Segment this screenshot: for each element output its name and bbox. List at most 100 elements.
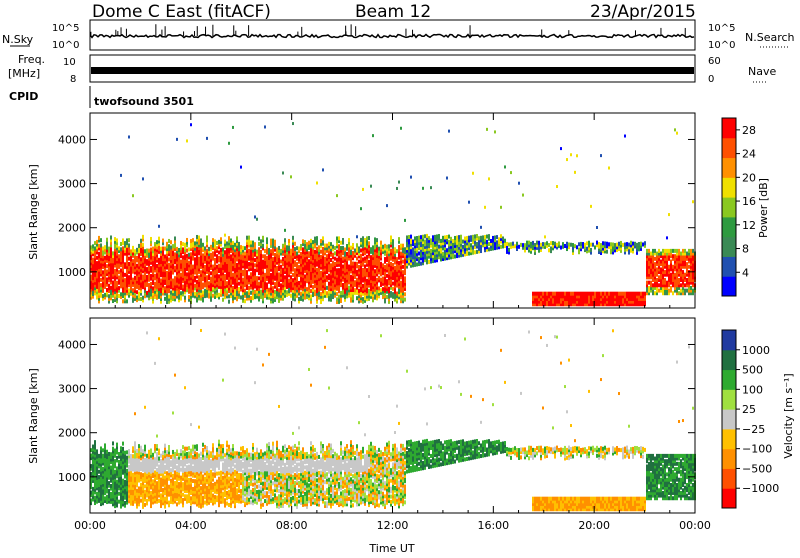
power-cell: [632, 242, 634, 246]
power-cell: [200, 238, 202, 242]
power-cell: [356, 262, 358, 266]
power-cell: [216, 254, 218, 258]
power-cell: [420, 262, 422, 266]
power-cell: [362, 284, 364, 288]
power-cell: [274, 290, 276, 294]
power-cell: [104, 293, 106, 297]
power-cell: [388, 287, 390, 291]
power-cell: [210, 253, 212, 257]
power-cell: [348, 238, 350, 242]
power-cell: [668, 289, 670, 293]
power-cell: [350, 246, 352, 250]
power-cell: [692, 249, 694, 253]
power-cell: [378, 286, 380, 290]
power-cell: [150, 282, 152, 286]
power-cell: [240, 295, 242, 299]
power-cell: [420, 235, 422, 239]
power-cell: [658, 283, 660, 287]
power-cell: [238, 242, 240, 246]
power-cell: [470, 235, 472, 239]
power-cell: [292, 278, 294, 282]
power-cell: [430, 238, 432, 242]
power-cell: [144, 249, 146, 253]
nsky-tick-bottom: 10^0: [52, 40, 79, 51]
power-cell: [188, 247, 190, 251]
nsky-tick-top: 10^5: [52, 23, 79, 34]
power-cell: [132, 288, 134, 292]
power-cell: [174, 266, 176, 270]
power-cell: [326, 254, 328, 258]
velocity-cell: [112, 441, 114, 445]
power-cell: [686, 278, 688, 282]
power-cell: [634, 292, 636, 296]
power-cell: [132, 259, 134, 263]
power-cell: [158, 237, 160, 241]
power-cell: [382, 277, 384, 281]
power-cell: [626, 292, 628, 296]
power-cell: [280, 249, 282, 253]
power-cell: [306, 287, 308, 291]
power-cell: [660, 252, 662, 256]
velocity-cell: [118, 452, 120, 456]
power-cell: [590, 243, 592, 247]
power-heatmap-data: [90, 122, 696, 306]
power-cell: [180, 260, 182, 264]
cpid-value: twofsound 3501: [94, 95, 194, 108]
power-cell: [102, 294, 104, 298]
power-cell: [120, 292, 122, 296]
velocity-cell: [106, 450, 108, 454]
power-cell: [276, 266, 278, 270]
power-cell: [266, 237, 268, 241]
power-cell: [134, 249, 136, 253]
power-cell: [166, 271, 168, 275]
power-cell: [258, 242, 260, 246]
power-cell: [268, 288, 270, 292]
power-cell: [326, 291, 328, 295]
power-cell: [270, 273, 272, 277]
power-cell: [142, 275, 144, 279]
power-cell: [640, 292, 642, 296]
power-cell: [382, 287, 384, 291]
velocity-cell: [108, 481, 110, 485]
power-cell: [470, 243, 472, 247]
power-cell: [552, 241, 554, 245]
power-cell: [218, 274, 220, 278]
velocity-cell: [114, 459, 116, 463]
power-cell: [412, 239, 414, 243]
power-cell: [642, 242, 644, 246]
power-cell: [566, 242, 568, 246]
power-cell: [266, 256, 268, 260]
power-cell: [240, 245, 242, 249]
power-cell: [170, 240, 172, 244]
power-cell: [544, 235, 546, 238]
velocity-cell: [128, 465, 130, 469]
power-cell: [390, 235, 392, 239]
power-cell: [168, 239, 170, 243]
power-cell: [628, 292, 630, 296]
power-cell: [678, 291, 680, 295]
velocity-cell: [126, 450, 128, 454]
power-cell: [194, 276, 196, 280]
power-cell: [306, 242, 308, 246]
power-cell: [330, 263, 332, 267]
power-cell: [336, 292, 338, 296]
power-cell: [250, 240, 252, 244]
power-cell: [316, 247, 318, 251]
power-cell: [340, 246, 342, 250]
power-cell: [322, 247, 324, 251]
power-cell: [638, 242, 640, 246]
power-cell: [404, 292, 406, 296]
velocity-cell: [96, 449, 98, 453]
power-cell: [176, 138, 178, 141]
velocity-cell: [124, 480, 126, 484]
power-cell: [206, 275, 208, 279]
power-cell: [480, 226, 482, 229]
velocity-cell: [136, 449, 138, 453]
power-cell: [104, 256, 106, 260]
power-cell: [500, 245, 502, 249]
velocity-cell: [126, 469, 128, 473]
power-cell: [626, 242, 628, 246]
power-cell: [368, 289, 370, 293]
power-cell: [258, 282, 260, 286]
power-cell: [118, 275, 120, 279]
